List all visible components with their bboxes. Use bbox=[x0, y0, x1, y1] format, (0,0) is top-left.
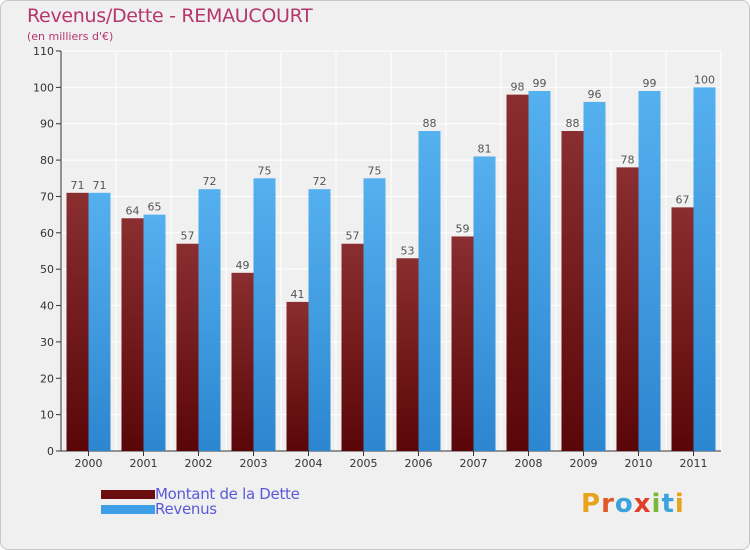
value-label-debt: 64 bbox=[126, 204, 140, 217]
value-label-debt: 59 bbox=[456, 222, 470, 235]
bar-revenue bbox=[198, 189, 221, 451]
value-label-revenue: 100 bbox=[694, 73, 715, 86]
y-tick-label: 0 bbox=[47, 445, 54, 458]
value-label-debt: 88 bbox=[566, 117, 580, 130]
chart-subtitle: (en milliers d'€) bbox=[27, 30, 114, 43]
legend-swatch-revenue bbox=[101, 504, 155, 514]
x-tick-label: 2003 bbox=[240, 457, 268, 470]
value-label-debt: 78 bbox=[621, 153, 635, 166]
x-tick-label: 2008 bbox=[515, 457, 543, 470]
bar-revenue bbox=[473, 156, 496, 452]
value-label-debt: 57 bbox=[181, 230, 195, 243]
bar-debt bbox=[121, 218, 144, 451]
bar-revenue bbox=[693, 87, 716, 451]
value-label-debt: 53 bbox=[401, 244, 415, 257]
bar-revenue bbox=[143, 214, 166, 451]
x-tick-label: 2002 bbox=[185, 457, 213, 470]
x-tick-label: 2005 bbox=[350, 457, 378, 470]
value-label-revenue: 75 bbox=[258, 164, 272, 177]
value-label-revenue: 99 bbox=[533, 77, 547, 90]
bar-debt bbox=[561, 131, 584, 451]
value-label-debt: 98 bbox=[511, 81, 525, 94]
y-tick-label: 40 bbox=[40, 300, 54, 313]
y-tick-label: 110 bbox=[33, 45, 54, 58]
y-tick-label: 90 bbox=[40, 118, 54, 131]
value-label-revenue: 72 bbox=[313, 175, 327, 188]
legend-label-debt: Montant de la Dette bbox=[155, 485, 300, 503]
x-tick-label: 2004 bbox=[295, 457, 323, 470]
bar-chart: 0 10 20 30 40 50 60 70 80 90 100 110 2000 71 71 2001 64 6… bbox=[33, 45, 722, 470]
bar-debt bbox=[176, 243, 199, 451]
value-label-debt: 67 bbox=[676, 193, 690, 206]
y-tick-label: 100 bbox=[33, 81, 54, 94]
value-label-revenue: 99 bbox=[643, 77, 657, 90]
logo-letter: i bbox=[674, 489, 685, 519]
logo-letter: x bbox=[633, 489, 652, 519]
proxiti-logo: Proxiti bbox=[581, 489, 685, 519]
x-tick-label: 2011 bbox=[680, 457, 708, 470]
y-tick-label: 80 bbox=[40, 154, 54, 167]
bar-revenue bbox=[418, 131, 441, 451]
value-label-debt: 49 bbox=[236, 259, 250, 272]
logo-letter: P bbox=[581, 489, 602, 519]
x-tick-label: 2009 bbox=[570, 457, 598, 470]
x-tick-label: 2001 bbox=[130, 457, 158, 470]
value-label-debt: 71 bbox=[71, 179, 85, 192]
bar-revenue bbox=[583, 101, 606, 451]
bar-revenue bbox=[308, 189, 331, 451]
bar-debt bbox=[506, 94, 529, 452]
bar-revenue bbox=[528, 91, 551, 451]
x-tick-label: 2006 bbox=[405, 457, 433, 470]
x-tick-label: 2007 bbox=[460, 457, 488, 470]
logo-letter: i bbox=[651, 489, 662, 519]
value-label-revenue: 75 bbox=[368, 164, 382, 177]
y-tick-label: 10 bbox=[40, 409, 54, 422]
bar-debt bbox=[671, 207, 694, 451]
logo-letter: o bbox=[614, 489, 634, 519]
logo-letter: r bbox=[601, 489, 615, 519]
value-label-revenue: 71 bbox=[93, 179, 107, 192]
value-label-revenue: 65 bbox=[148, 201, 162, 214]
y-tick-label: 60 bbox=[40, 227, 54, 240]
bar-debt bbox=[66, 192, 89, 451]
bar-debt bbox=[396, 258, 419, 451]
y-tick-label: 20 bbox=[40, 372, 54, 385]
y-tick-label: 50 bbox=[40, 263, 54, 276]
legend-item-revenue: Revenus bbox=[101, 500, 217, 518]
bar-debt bbox=[616, 167, 639, 451]
y-tick-label: 30 bbox=[40, 336, 54, 349]
bar-debt bbox=[451, 236, 474, 451]
bar-debt bbox=[341, 243, 364, 451]
value-label-revenue: 96 bbox=[588, 88, 602, 101]
value-label-debt: 57 bbox=[346, 230, 360, 243]
value-label-debt: 41 bbox=[291, 288, 305, 301]
legend-swatch-debt bbox=[101, 489, 155, 499]
bar-debt bbox=[231, 272, 254, 451]
bar-revenue bbox=[363, 178, 386, 452]
bar-debt bbox=[286, 301, 309, 451]
value-label-revenue: 81 bbox=[478, 142, 492, 155]
chart-title: Revenus/Dette - REMAUCOURT bbox=[27, 5, 313, 27]
legend-label-revenue: Revenus bbox=[155, 500, 217, 518]
x-tick-label: 2000 bbox=[75, 457, 103, 470]
y-tick-label: 70 bbox=[40, 190, 54, 203]
legend-item-debt: Montant de la Dette bbox=[101, 485, 300, 503]
logo-letter: t bbox=[661, 489, 675, 519]
bar-revenue bbox=[638, 91, 661, 451]
value-label-revenue: 88 bbox=[423, 117, 437, 130]
x-tick-label: 2010 bbox=[625, 457, 653, 470]
value-label-revenue: 72 bbox=[203, 175, 217, 188]
bar-revenue bbox=[88, 192, 111, 451]
bar-revenue bbox=[253, 178, 276, 452]
